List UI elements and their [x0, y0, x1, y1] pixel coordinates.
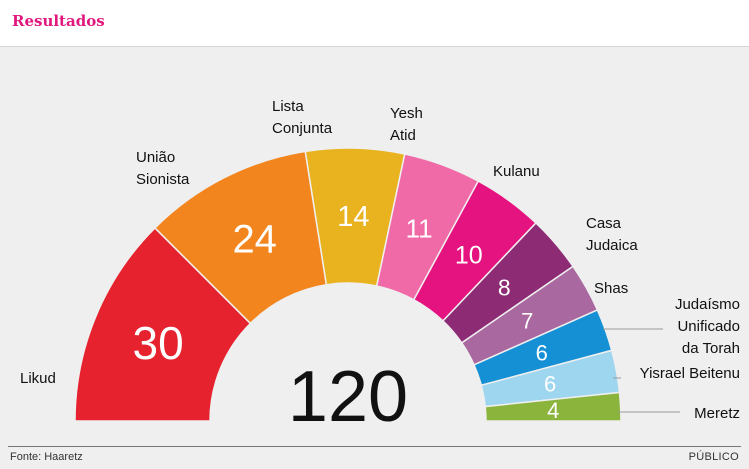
- label-uniao-sionista: União Sionista: [136, 149, 190, 188]
- label-meretz: Meretz: [694, 405, 740, 422]
- chart-title: Resultados: [12, 12, 105, 30]
- label-yisrael-beitenu: Yisrael Beitenu: [640, 365, 740, 382]
- label-lista-conjunta: Lista Conjunta: [272, 98, 333, 137]
- value-judaismo-unificado-da-torah: 6: [536, 340, 548, 365]
- label-shas: Shas: [594, 280, 628, 297]
- value-yesh-atid: 11: [406, 214, 433, 244]
- value-kulanu: 10: [455, 242, 483, 270]
- value-shas: 7: [521, 309, 533, 334]
- label-judaismo-unificado-da-torah: Judaísmo Unificado da Torah: [675, 296, 740, 357]
- value-meretz: 4: [547, 398, 559, 423]
- value-casa-judaica: 8: [498, 275, 511, 301]
- brand-logo: PÚBLICO: [688, 451, 739, 463]
- seat-segments: [74, 147, 622, 422]
- footer-rule: [8, 446, 741, 447]
- header-divider: [0, 46, 749, 47]
- label-casa-judaica: Casa Judaica: [586, 215, 638, 254]
- value-likud: 30: [133, 317, 184, 369]
- leader-lines: [603, 328, 680, 413]
- source-note: Fonte: Haaretz: [10, 451, 83, 463]
- header-bar: [0, 0, 749, 46]
- value-yisrael-beitenu: 6: [544, 372, 556, 397]
- label-likud: Likud: [20, 370, 56, 387]
- total-seats: 120: [288, 357, 408, 437]
- value-lista-conjunta: 14: [337, 201, 369, 233]
- value-uniao-sionista: 24: [232, 217, 277, 261]
- party-labels: Likud União Sionista Lista Conjunta Yesh Atid K…: [20, 98, 740, 422]
- label-kulanu: Kulanu: [493, 163, 540, 180]
- segment-meretz: [484, 391, 622, 422]
- label-yesh-atid: Yesh Atid: [390, 105, 423, 144]
